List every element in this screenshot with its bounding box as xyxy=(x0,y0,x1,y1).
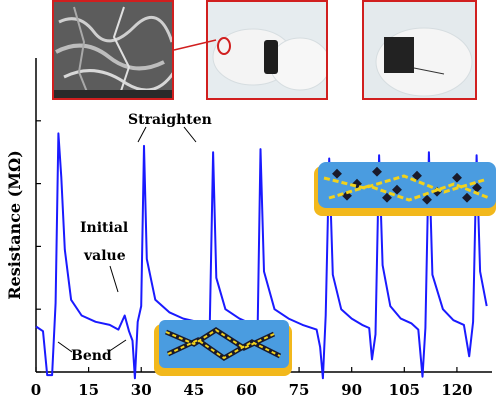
x-tick-label: 45 xyxy=(183,381,204,399)
x-tick-label: 15 xyxy=(78,381,99,399)
initial-value-arrow xyxy=(109,265,119,293)
callout-line xyxy=(173,39,217,51)
y-axis-label: Resistance (MΩ) xyxy=(5,150,24,300)
bend-arrow-right xyxy=(107,339,127,353)
annotation-straighten: Straighten xyxy=(128,112,212,128)
straighten-arrow-left xyxy=(137,126,147,143)
annotation-initial-value: Initial value xyxy=(80,220,133,264)
device-bent-photo xyxy=(206,0,328,100)
x-tick-label: 0 xyxy=(31,381,41,399)
stretched-film-illustration xyxy=(314,162,496,216)
x-tick-label: 30 xyxy=(131,381,152,399)
annotation-bend: Bend xyxy=(71,348,112,364)
bend-arrow-left xyxy=(57,341,73,353)
x-tick-label: 60 xyxy=(236,381,257,399)
sem-micrograph-image xyxy=(52,0,174,100)
bent-film-illustration xyxy=(154,320,292,376)
resistance-series-line xyxy=(35,132,488,380)
x-tick-label: 105 xyxy=(389,381,420,399)
x-tick-label: 90 xyxy=(341,381,362,399)
x-tick-label: 75 xyxy=(289,381,310,399)
x-ticks: 0 15 30 45 60 75 90 105 120 xyxy=(31,367,473,399)
y-ticks xyxy=(36,120,41,373)
device-flat-photo xyxy=(362,0,477,100)
straighten-arrow-right xyxy=(183,126,197,143)
x-tick-label: 120 xyxy=(441,381,472,399)
series-layer xyxy=(35,132,488,380)
